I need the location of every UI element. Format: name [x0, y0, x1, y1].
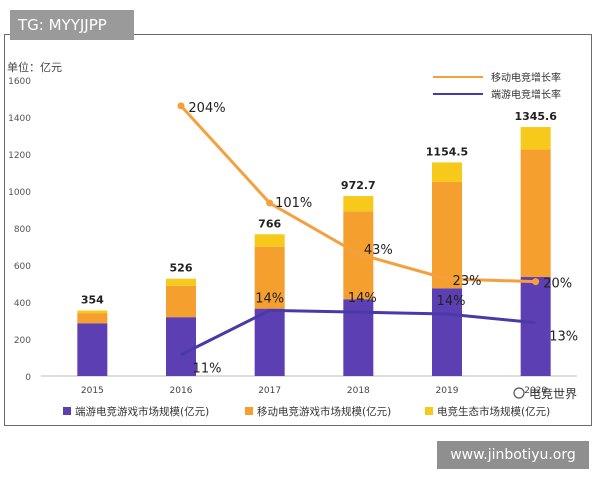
x-tick-label: 2020	[524, 386, 547, 396]
y-tick-label: 200	[14, 336, 31, 346]
y-unit-label: 单位：亿元	[7, 60, 62, 74]
line-value-label: 101%	[275, 196, 312, 211]
line-value-label: 14%	[348, 291, 377, 306]
line-point	[443, 275, 451, 283]
y-tick-label: 600	[14, 262, 31, 272]
line-series-2	[180, 308, 536, 357]
bar-segment-3	[166, 278, 196, 286]
line-value-label: 14%	[437, 294, 466, 309]
bar-total-label: 766	[258, 217, 281, 230]
y-tick-label: 1600	[8, 77, 31, 87]
bar-segment-1	[520, 277, 551, 376]
legend-line-label: 移动电竞增长率	[491, 71, 561, 84]
bar-segment-2	[166, 285, 196, 318]
bar-segment-2	[432, 181, 462, 289]
bar-segment-3	[254, 234, 285, 247]
x-tick-label: 2016	[170, 386, 193, 396]
x-tick-label: 2017	[258, 386, 281, 396]
bar-segment-3	[520, 127, 551, 150]
legend-line-label: 端游电竞增长率	[491, 88, 561, 101]
bar-total-label: 526	[170, 262, 193, 275]
bar-segment-2	[254, 246, 285, 309]
x-tick-label: 2018	[347, 386, 370, 396]
line-value-label: 204%	[188, 101, 225, 116]
x-tick-label: 2019	[436, 386, 459, 396]
y-tick-label: 1400	[8, 114, 31, 124]
y-tick-label: 800	[14, 225, 31, 235]
y-tick-label: 1200	[8, 151, 31, 161]
line-point	[532, 278, 540, 286]
chart-frame: 单位：亿元 0 200 400 600 800 1000 1200 1400 1600 354 201…	[4, 34, 592, 426]
bar-total-label: 972.7	[341, 179, 376, 192]
line-point	[354, 250, 362, 258]
legend-bar-label: 电竞生态市场规模(亿元)	[437, 405, 550, 418]
y-tick-label: 400	[14, 299, 31, 309]
y-tick-label: 0	[25, 373, 31, 383]
line-point	[266, 199, 274, 207]
chart-canvas: 单位：亿元 0 200 400 600 800 1000 1200 1400 1600 354 201…	[7, 60, 578, 418]
bar-segment-1	[254, 308, 285, 376]
legend-bar-label: 端游电竞游戏市场规模(亿元)	[75, 405, 209, 418]
bar-total-label: 1345.6	[514, 110, 557, 123]
line-value-label: 14%	[255, 291, 284, 306]
line-point	[177, 102, 185, 110]
bar-total-label: 354	[81, 294, 104, 307]
x-tick-label: 2015	[81, 386, 104, 396]
footer-url: www.jinbotiyu.org	[437, 441, 589, 469]
legend-bar-swatch	[425, 407, 433, 415]
bar-total-label: 1154.5	[426, 145, 468, 158]
bar-segment-1	[166, 317, 196, 376]
line-value-label: 43%	[364, 243, 393, 258]
watermark-text: 电竞世界	[529, 387, 577, 401]
bar-segment-1	[77, 323, 108, 376]
legend-bar-swatch	[63, 407, 71, 415]
line-value-label: 11%	[193, 362, 222, 377]
line-value-label: 23%	[453, 274, 482, 289]
bar-segment-2	[77, 313, 108, 324]
bar-segment-3	[432, 162, 462, 182]
y-tick-label: 1000	[8, 188, 31, 198]
watermark-logo-icon	[513, 387, 525, 399]
legend-bar-swatch	[245, 407, 253, 415]
bar-segment-2	[520, 149, 551, 278]
bar-segment-1	[432, 288, 462, 376]
legend-bar-label: 移动电竞游戏市场规模(亿元)	[257, 405, 391, 418]
line-value-label: 20%	[543, 277, 572, 292]
bar-segment-3	[77, 310, 108, 314]
line-value-label: 13%	[549, 330, 578, 345]
bar-segment-3	[343, 196, 374, 212]
tag-badge: TG: MYYJJPP	[10, 10, 134, 40]
